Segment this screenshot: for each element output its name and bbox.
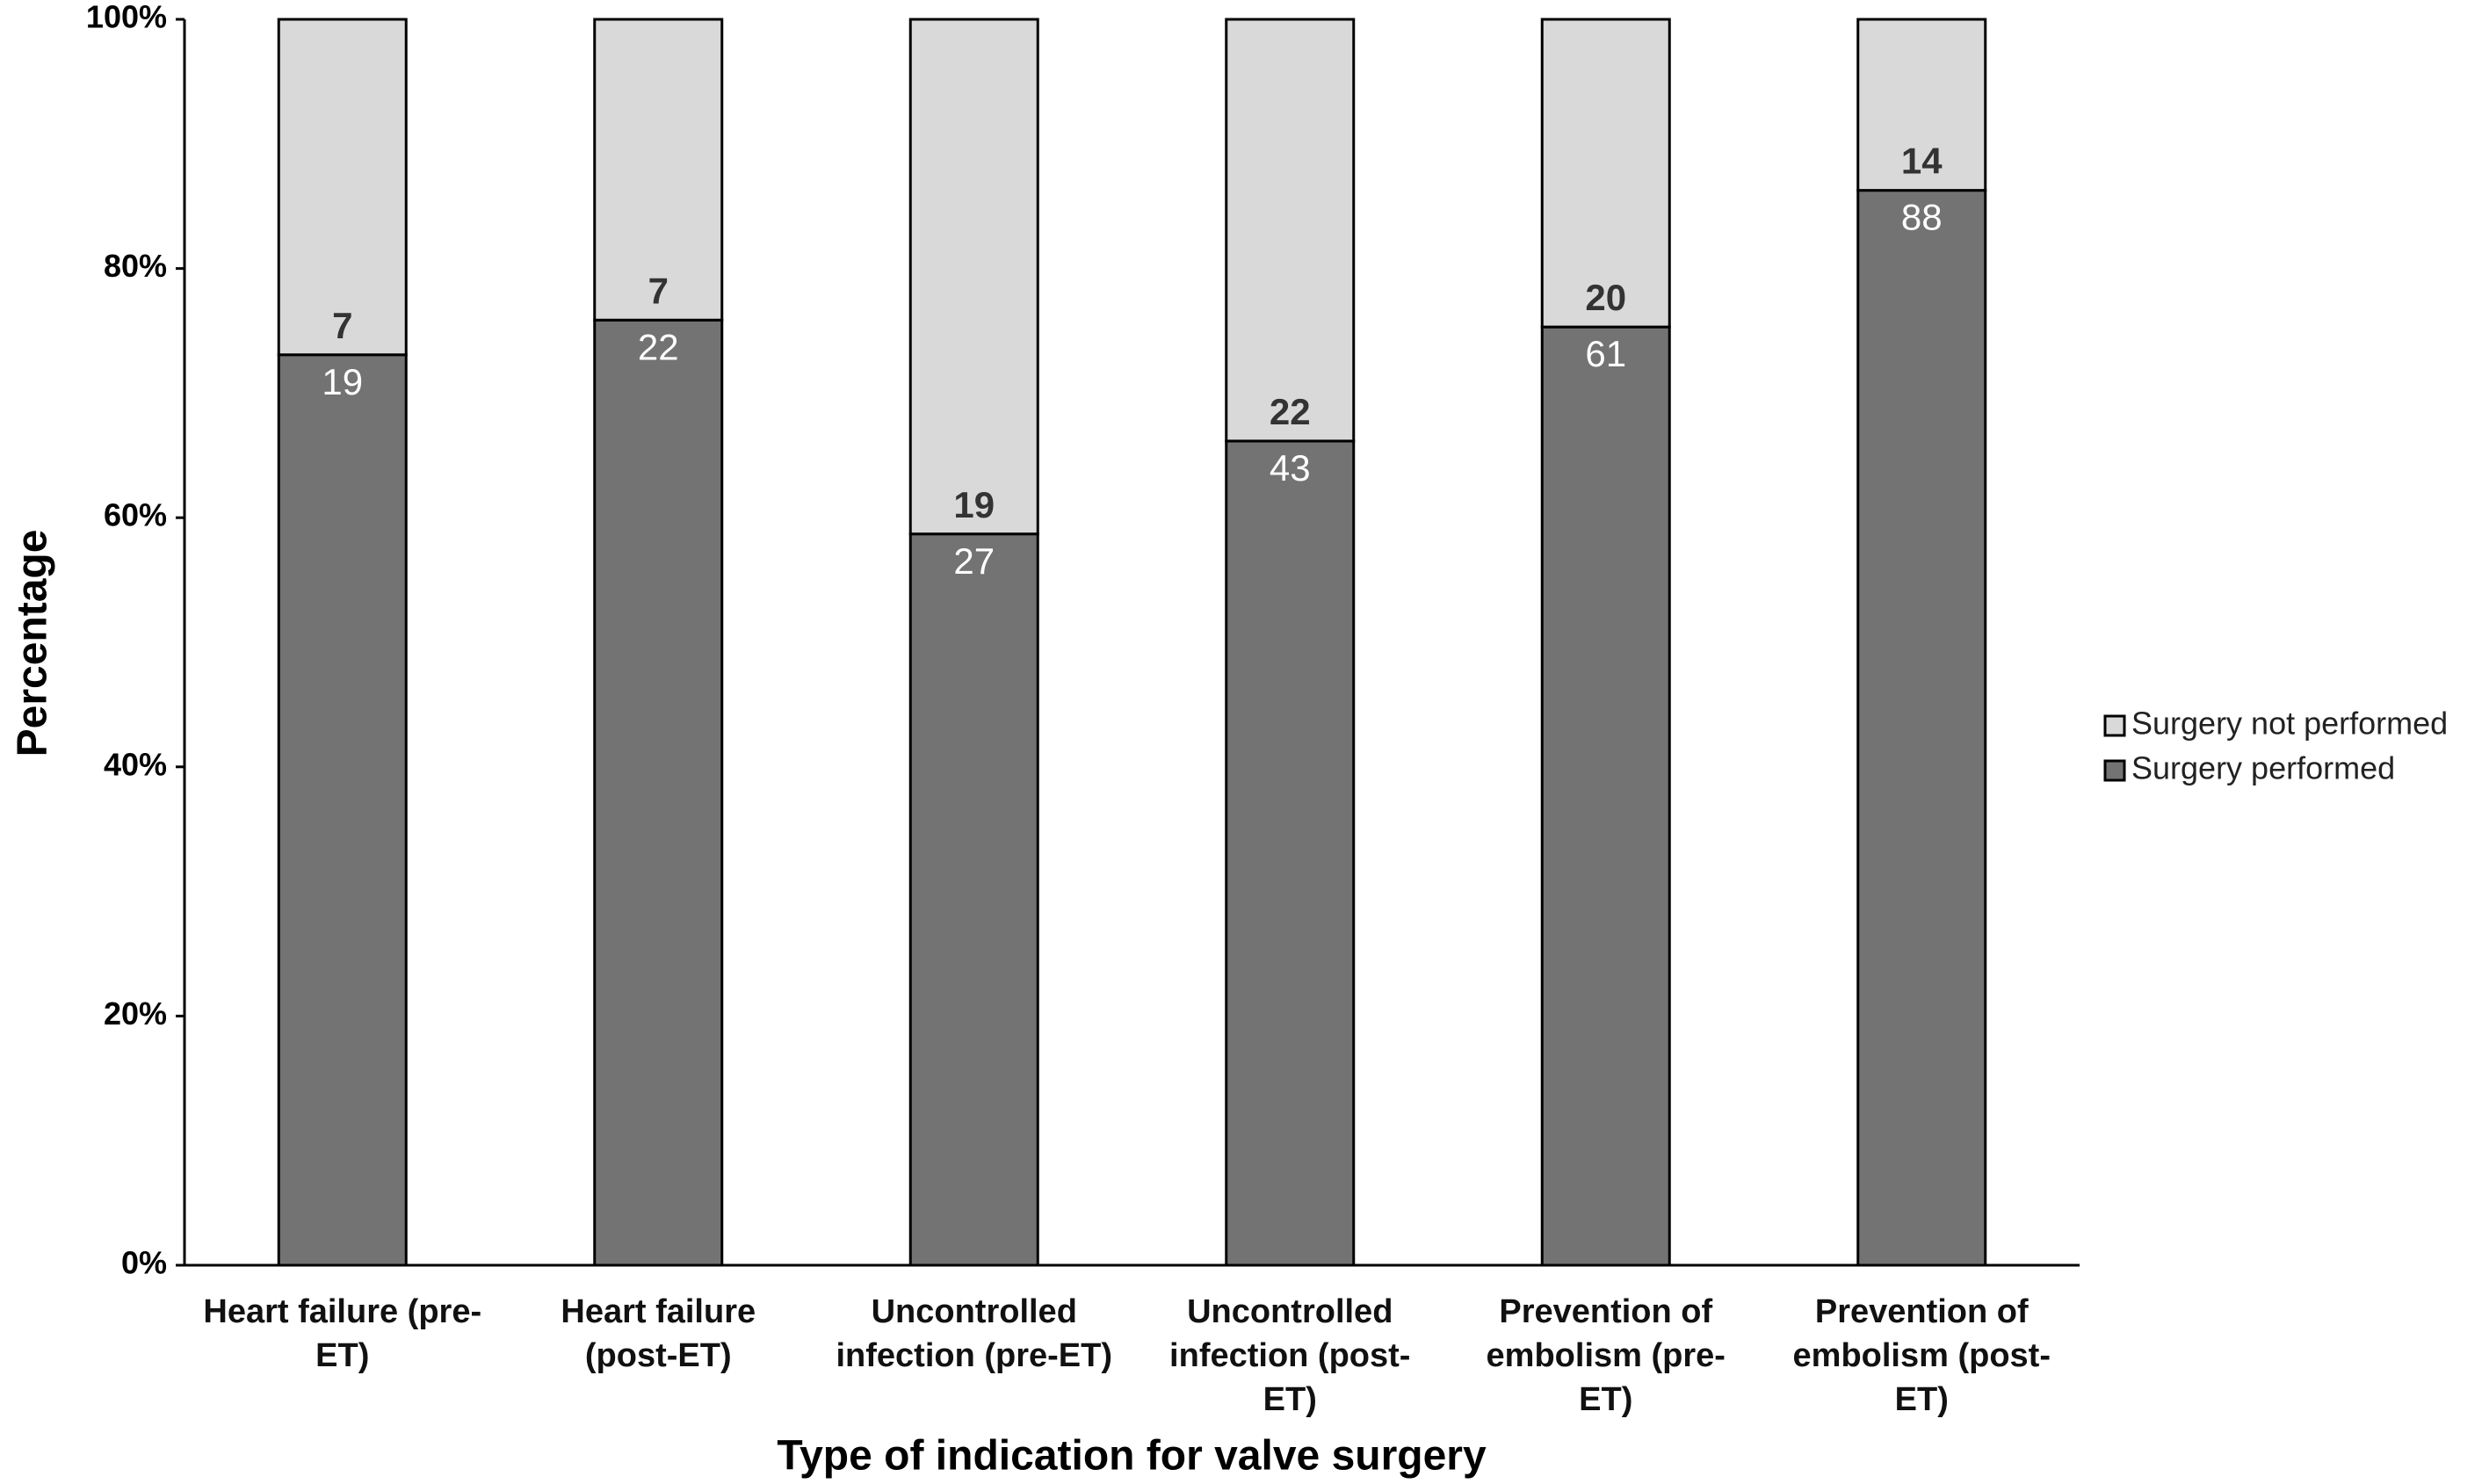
x-tick-label: Heart failure (post-ET) [561,1293,756,1374]
x-axis-title: Type of indication for valve surgery [777,1433,1487,1480]
x-tick-label: Uncontrolled infection (pre-ET) [836,1293,1113,1374]
bar-segment [1856,18,1987,192]
bar-segment [1225,18,1356,443]
y-tick-label: 40% [104,746,167,782]
x-tick-label: Prevention of embolism (pre-ET) [1486,1293,1726,1418]
y-tick-label: 60% [104,497,167,533]
y-tick-label: 80% [104,248,167,284]
data-label: 22 [638,326,679,367]
x-tick-label: Heart failure (pre-ET) [203,1293,482,1374]
data-label: 19 [953,484,995,525]
legend-swatch [2103,759,2126,782]
legend-label: Surgery not performed [2131,706,2448,742]
bar-segment [277,18,408,357]
data-label: 19 [322,361,363,402]
y-tick-label: 0% [121,1245,167,1281]
y-axis-title: Percentage [10,530,56,757]
data-label: 61 [1585,333,1626,374]
data-label: 22 [1270,391,1311,432]
x-tick-label: Uncontrolled infection (post-ET) [1169,1293,1411,1418]
bar-segment [908,18,1039,536]
data-label: 14 [1901,141,1943,182]
bar-segment [1856,189,1987,1267]
bar-segment [277,353,408,1267]
data-label: 7 [332,305,352,346]
legend-swatch [2103,714,2126,737]
data-label: 88 [1901,197,1943,238]
x-tick-label: Prevention of embolism (post-ET) [1792,1293,2051,1418]
data-label: 7 [648,270,669,311]
data-label: 43 [1270,447,1311,489]
y-tick-label: 100% [86,0,167,35]
y-tick-label: 20% [104,995,167,1032]
bar-segment [908,532,1039,1267]
data-label: 27 [953,540,995,582]
bar-segment [593,318,724,1267]
bar-segment [1540,325,1671,1267]
bar-segment [1540,18,1671,329]
legend-label: Surgery performed [2131,750,2395,786]
bar-segment [1225,439,1356,1267]
bar-segment [593,18,724,322]
data-label: 20 [1585,277,1626,318]
